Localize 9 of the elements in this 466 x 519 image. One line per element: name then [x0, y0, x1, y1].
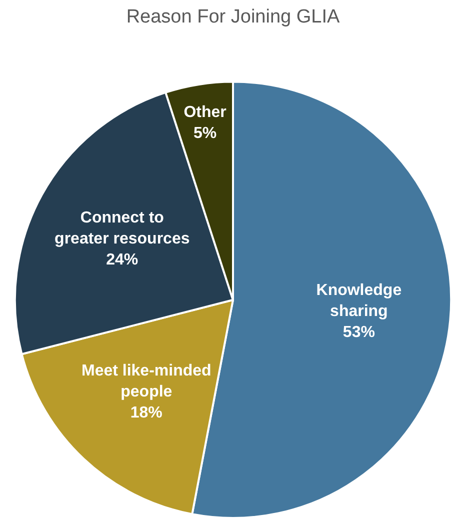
slice-label: Meet like-minded people	[82, 362, 212, 401]
data-label: 18%	[130, 404, 162, 422]
slice-label: Knowledge sharing	[316, 282, 402, 320]
chart-title: Reason For Joining GLIA	[126, 6, 340, 28]
slice-label: Other	[184, 104, 226, 122]
slice-label: Connect to greater resources	[54, 209, 190, 248]
data-label: 24%	[106, 251, 138, 268]
data-label: 5%	[193, 125, 217, 142]
data-label: 53%	[342, 324, 375, 342]
